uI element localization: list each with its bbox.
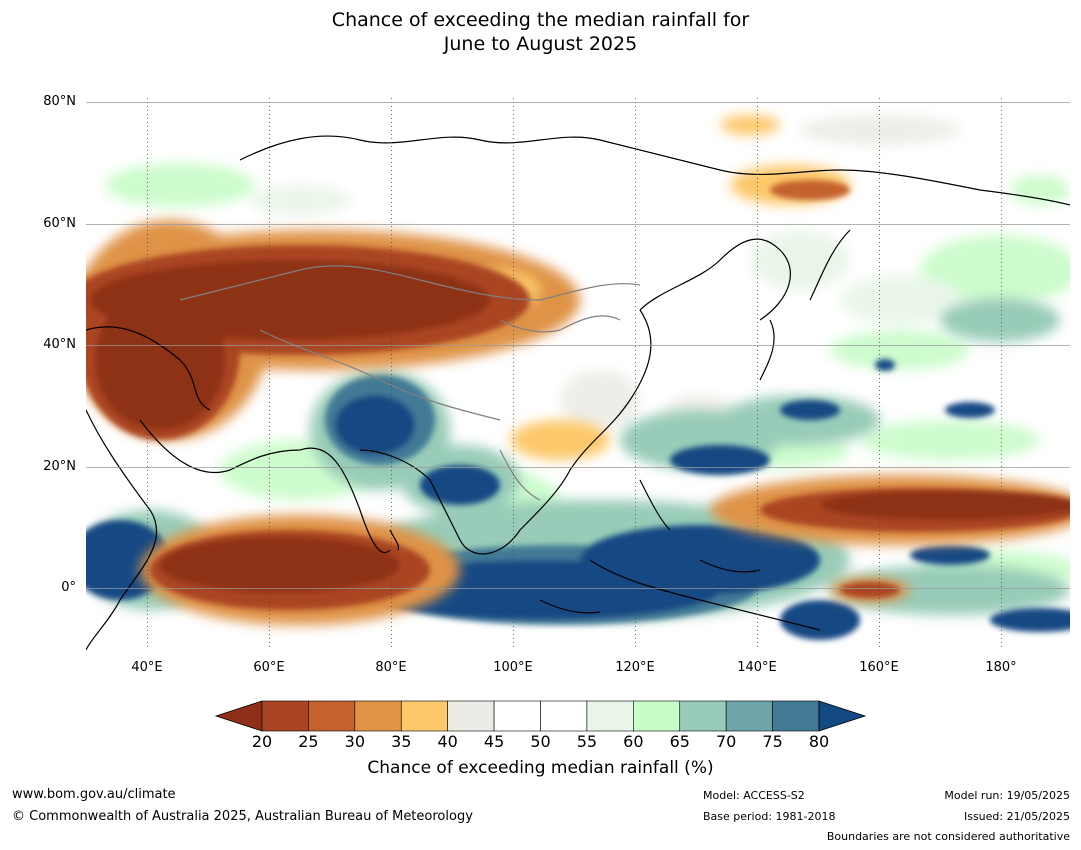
colorbar-tick-label: 55 — [576, 732, 598, 751]
lon-label-60e: 60°E — [253, 660, 285, 675]
rainfall-field — [86, 98, 1070, 650]
colorbar-tick-label: 35 — [391, 732, 412, 751]
colorbar-tick-label: 45 — [483, 732, 505, 751]
colorbar-tick-label: 75 — [762, 732, 783, 751]
lon-label-180: 180° — [985, 660, 1017, 675]
map-title-line1: Chance of exceeding the median rainfall … — [331, 9, 750, 31]
lat-label-0: 0° — [61, 580, 76, 595]
lat-label-60n: 60°N — [43, 216, 76, 231]
colorbar-tick-label: 70 — [715, 732, 737, 751]
lon-label-120e: 120°E — [615, 660, 655, 675]
copyright-text: © Commonwealth of Australia 2025, Austra… — [12, 809, 473, 824]
colorbar-swatch — [493, 700, 541, 732]
colorbar-label: Chance of exceeding median rainfall (%) — [367, 758, 714, 778]
colorbar-tick-label: 40 — [437, 732, 458, 751]
colorbar-swatch — [772, 700, 820, 732]
lon-label-100e: 100°E — [493, 660, 533, 675]
colorbar-swatch — [261, 700, 309, 732]
colorbar-tick-label: 80 — [808, 732, 830, 751]
map-title: Chance of exceeding the median rainfall … — [0, 8, 1081, 56]
colorbar-tick-label: 25 — [298, 732, 319, 751]
lat-label-40n: 40°N — [43, 337, 76, 352]
lat-gridlines — [86, 102, 1070, 589]
colorbar-tick-label: 60 — [623, 732, 644, 751]
colorbar-swatch — [354, 700, 402, 732]
map-title-line2: June to August 2025 — [443, 33, 638, 55]
colorbar-swatch — [586, 700, 634, 732]
lat-label-80n: 80°N — [43, 94, 76, 109]
colorbar — [214, 700, 867, 732]
coastlines — [86, 135, 1070, 650]
colorbar-over-arrow — [818, 700, 867, 732]
lon-label-80e: 80°E — [375, 660, 407, 675]
colorbar-swatch — [633, 700, 681, 732]
lon-gridlines — [147, 98, 1002, 650]
model-text: Model: ACCESS-S2 — [703, 789, 805, 802]
colorbar-tick-label: 65 — [669, 732, 690, 751]
lat-label-20n: 20°N — [43, 459, 76, 474]
colorbar-swatch — [540, 700, 588, 732]
colorbar-tick-label: 50 — [530, 732, 551, 751]
colorbar-swatch — [679, 700, 727, 732]
lon-label-40e: 40°E — [131, 660, 163, 675]
base-period-text: Base period: 1981-2018 — [703, 810, 836, 823]
disclaimer-text: Boundaries are not considered authoritat… — [826, 830, 1070, 843]
colorbar-swatch — [725, 700, 773, 732]
lon-label-160e: 160°E — [859, 660, 899, 675]
colorbar-swatch — [400, 700, 448, 732]
issued-text: Issued: 21/05/2025 — [963, 810, 1070, 823]
website-link[interactable]: www.bom.gov.au/climate — [12, 787, 176, 802]
model-run-text: Model run: 19/05/2025 — [944, 789, 1070, 802]
lon-label-140e: 140°E — [737, 660, 777, 675]
colorbar-swatch — [447, 700, 495, 732]
colorbar-under-arrow — [214, 700, 263, 732]
colorbar-tick-label: 20 — [251, 732, 273, 751]
colorbar-swatch — [308, 700, 356, 732]
country-boundaries — [179, 265, 641, 501]
colorbar-tick-label: 30 — [344, 732, 365, 751]
